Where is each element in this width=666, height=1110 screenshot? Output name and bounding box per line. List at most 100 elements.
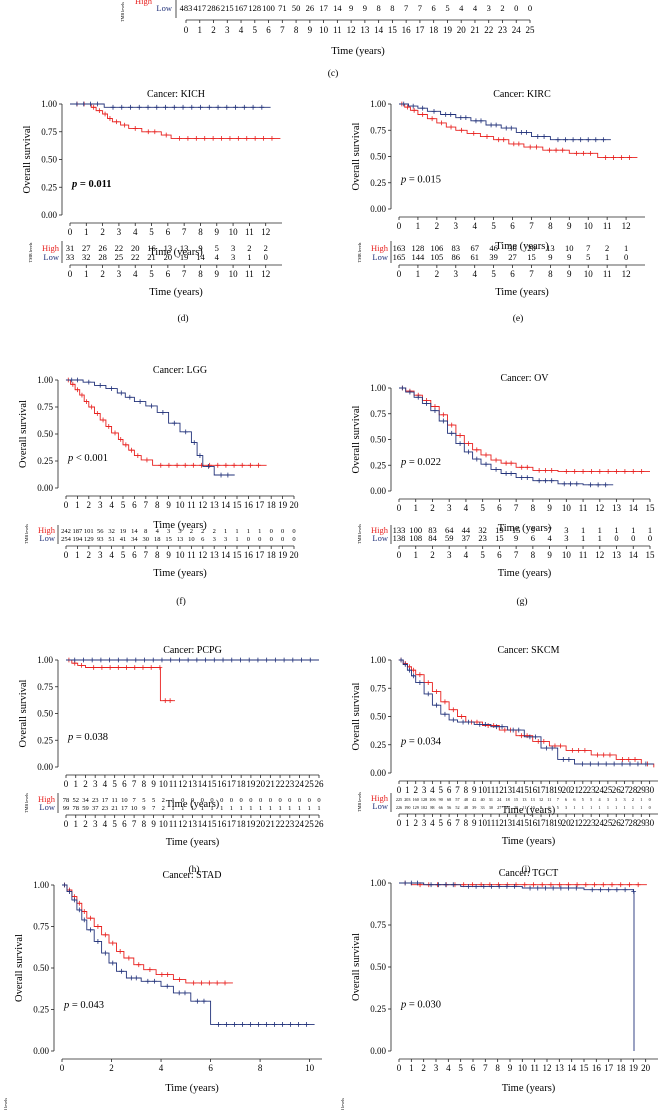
risk-count-high: 20	[131, 243, 140, 253]
risk-count-low: 1	[191, 805, 194, 812]
x-tick-label: 26	[612, 785, 622, 795]
censor-mark	[177, 136, 182, 141]
risk-x-tick-label: 4	[430, 818, 435, 828]
risk-x-axis-title: Time (years)	[502, 836, 556, 847]
x-tick-label: 18	[617, 1063, 627, 1073]
risk-count-high: 17	[102, 797, 109, 804]
risk-x-tick-label: 0	[68, 269, 73, 279]
risk-count-low: 0	[624, 252, 628, 262]
censor-mark	[439, 120, 444, 126]
censor-mark	[256, 1022, 261, 1027]
risk-count-low: 1	[582, 805, 584, 810]
risk-x-tick-label: 17	[415, 25, 425, 35]
censor-mark	[191, 980, 197, 986]
risk-x-tick-label: 2	[435, 269, 440, 279]
panel-sublabel: (e)	[513, 313, 524, 324]
censor-mark	[622, 887, 628, 893]
censor-mark	[620, 757, 625, 762]
censor-mark	[152, 129, 158, 135]
x-tick-label: 13	[555, 1063, 565, 1073]
survival-curve-low	[399, 659, 654, 765]
risk-count-low: 0	[614, 533, 618, 543]
x-tick-label: 2	[83, 779, 88, 789]
censor-mark	[631, 889, 637, 894]
x-tick-label: 8	[495, 1063, 500, 1073]
x-tick-label: 18	[267, 500, 277, 510]
risk-x-tick-label: 16	[217, 819, 227, 829]
censor-mark	[110, 940, 116, 946]
risk-count-low: 9	[567, 252, 571, 262]
risk-count-high: 46	[489, 243, 498, 253]
risk-count-low: 8	[540, 805, 542, 810]
risk-y-axis-title: TMB levels	[357, 242, 362, 262]
censor-mark	[560, 147, 566, 153]
p-value: p < 0.001	[67, 453, 108, 464]
risk-x-tick-label: 9	[151, 819, 156, 829]
risk-count-low: 4	[473, 3, 478, 13]
risk-count-high: 67	[470, 243, 479, 253]
censor-mark	[206, 104, 212, 110]
risk-x-tick-label: 11	[579, 550, 588, 560]
censor-mark	[95, 924, 101, 929]
censor-mark	[86, 379, 92, 385]
risk-count-high: 42	[472, 797, 476, 802]
y-tick-label: 1.00	[370, 655, 386, 665]
risk-count-low: 27	[508, 252, 517, 262]
risk-count-high: 1	[631, 525, 635, 535]
x-tick-label: 24	[595, 785, 605, 795]
risk-x-tick-label: 25	[603, 818, 613, 828]
y-axis-title: Overall survival	[22, 125, 33, 193]
risk-y-axis-title: TMB levels	[24, 793, 29, 813]
censor-mark	[62, 882, 67, 888]
censor-mark	[411, 667, 417, 673]
censor-mark	[547, 147, 552, 153]
censor-mark	[115, 657, 121, 663]
censor-mark	[449, 422, 455, 428]
risk-count-low: 17	[319, 3, 328, 13]
risk-x-tick-label: 2	[413, 818, 418, 828]
risk-count-high: 187	[73, 528, 84, 535]
censor-mark	[508, 471, 514, 476]
p-symbol: p	[400, 457, 406, 468]
censor-mark	[431, 108, 437, 114]
censor-mark	[566, 757, 572, 762]
risk-label-high: High	[38, 794, 56, 804]
censor-mark	[203, 657, 208, 663]
risk-x-tick-label: 7	[144, 550, 149, 560]
risk-count-low: 1	[598, 533, 602, 543]
risk-count-low: 27	[497, 805, 501, 810]
censor-mark	[99, 665, 105, 670]
y-axis-title: Overall survival	[351, 405, 362, 473]
censor-mark	[553, 147, 559, 153]
censor-mark	[140, 665, 146, 670]
x-tick-label: 11	[487, 785, 496, 795]
x-axis-title: Time (years)	[498, 523, 552, 534]
censor-mark	[199, 980, 204, 986]
censor-mark	[142, 657, 147, 663]
risk-count-low: 3	[487, 3, 491, 13]
x-tick-label: 11	[530, 1063, 539, 1073]
censor-mark	[491, 723, 497, 728]
censor-mark	[96, 108, 102, 114]
censor-mark	[71, 897, 77, 903]
censor-mark	[112, 430, 118, 436]
risk-x-tick-label: 10	[176, 550, 186, 560]
censor-mark	[79, 392, 85, 398]
y-tick-label: 1.00	[370, 99, 386, 109]
p-value: p = 0.022	[400, 457, 441, 468]
risk-x-tick-label: 25	[305, 819, 315, 829]
x-tick-label: 12	[543, 1063, 552, 1073]
censor-mark	[549, 468, 555, 473]
x-tick-label: 23	[587, 785, 597, 795]
risk-count-high: 160	[413, 797, 419, 802]
risk-count-high: 0	[317, 797, 320, 804]
censor-mark	[109, 386, 114, 392]
risk-count-high: 13	[522, 797, 526, 802]
censor-mark	[185, 136, 191, 141]
risk-count-low: 33	[66, 252, 75, 262]
censor-mark	[524, 733, 530, 739]
x-tick-label: 12	[595, 503, 604, 513]
censor-mark	[535, 885, 541, 891]
